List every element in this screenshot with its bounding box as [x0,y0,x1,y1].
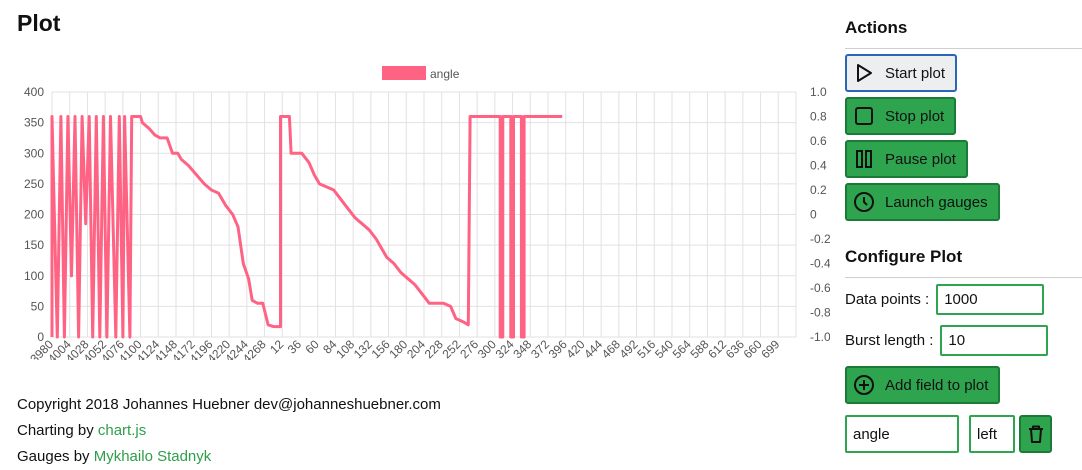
y-right-tick-label: -1.0 [810,330,830,344]
y-right-tick-label: -0.2 [810,232,830,246]
y-right-tick-label: 1.0 [810,85,827,99]
y-left-tick-label: 100 [24,269,44,283]
y-left-tick-label: 50 [31,299,45,313]
y-left-tick-label: 200 [24,208,44,222]
configure-divider [845,277,1082,278]
play-icon [857,64,872,82]
copyright-text: Copyright 2018 Johannes Huebner dev@joha… [17,396,441,413]
y-left-tick-label: 350 [24,116,44,130]
y-left-tick-label: 300 [24,146,44,160]
stop-icon [855,107,873,125]
y-left-tick-label: 400 [24,85,44,99]
y-right-tick-label: 0.2 [810,183,827,197]
launch-gauges-button[interactable]: Launch gauges [845,183,1000,221]
clock-icon [854,192,874,212]
y-left-tick-label: 250 [24,177,44,191]
data-points-row: Data points : [845,284,1045,315]
angle-chart: 0 50 100 150 200 250 300 350 400 -1.0 -0.8 -0.6 -0.4… [24,66,830,360]
configure-heading: Configure Plot [845,247,963,266]
pause-icon [856,150,872,168]
trash-icon [1028,425,1043,443]
burst-length-input[interactable] [940,325,1049,356]
footer: Copyright 2018 Johannes Huebner dev@joha… [17,392,441,470]
y-right-tick-label: -0.8 [810,306,830,320]
gauges-credit: Gauges by Mykhailo Stadnyk [17,448,212,465]
field-name-input[interactable] [845,415,959,453]
data-points-label: Data points : [845,291,930,308]
y-right-tick-label: 0 [810,208,817,222]
data-points-input[interactable] [936,284,1045,315]
y-right-tick-label: -0.4 [810,257,830,271]
burst-length-row: Burst length : [845,325,1049,356]
y-right-tick-label: 0.4 [810,159,827,173]
x-tick-label: 699 [758,337,782,360]
actions-divider [845,48,1082,49]
field-axis-input[interactable] [969,415,1015,453]
page-title: Plot [17,10,61,36]
plus-circle-icon [854,375,874,395]
y-left-tick-label: 150 [24,238,44,252]
chartjs-link[interactable]: chart.js [97,422,147,439]
y-right-tick-label: 0.8 [810,110,827,124]
delete-field-button[interactable] [1019,415,1052,453]
add-field-button[interactable]: Add field to plot [845,366,1001,404]
charting-credit: Charting by chart.js [17,422,147,439]
y-left-tick-label: 0 [37,330,44,344]
stop-plot-button[interactable]: Stop plot [845,97,957,135]
y-right-tick-label: 0.6 [810,134,827,148]
series-line-angle [50,115,563,339]
start-plot-button[interactable]: Start plot [845,54,958,92]
gauges-author-link[interactable]: Mykhailo Stadnyk [93,448,212,465]
burst-length-label: Burst length : [845,332,934,349]
actions-heading: Actions [845,18,908,37]
y-right-tick-label: -0.6 [810,281,830,295]
plot-field-row [845,415,1052,453]
legend-swatch [382,66,426,80]
legend-label: angle [430,67,460,81]
pause-plot-button[interactable]: Pause plot [845,140,968,178]
